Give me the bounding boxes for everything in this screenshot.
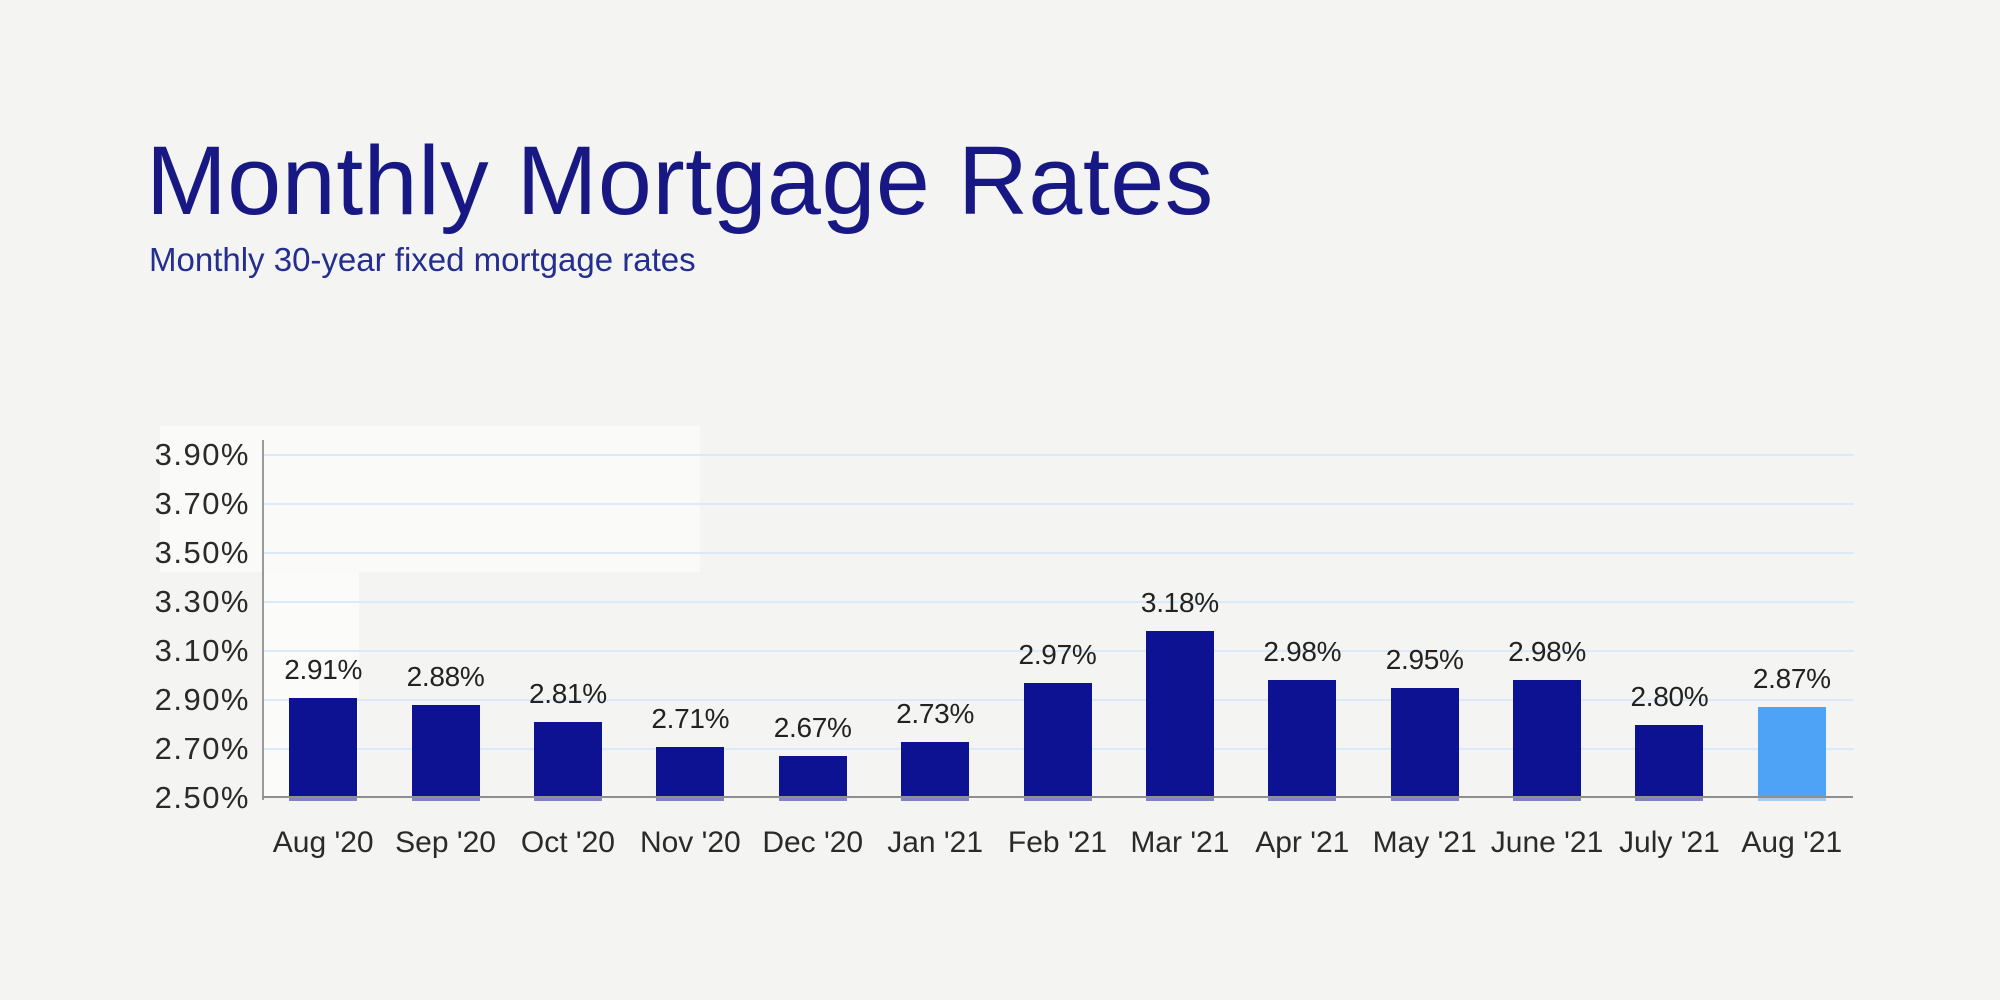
- bar-value-label: 2.97%: [1018, 638, 1097, 670]
- bar-feb-21: [1023, 682, 1092, 798]
- bar-foot: [1023, 798, 1092, 801]
- y-tick-label: 3.90%: [154, 437, 250, 472]
- bar-foot: [656, 798, 725, 801]
- bar-value-label: 2.95%: [1385, 643, 1464, 675]
- bar-foot: [533, 798, 602, 801]
- gridline: [263, 552, 1854, 554]
- y-tick-label: 3.10%: [154, 633, 250, 668]
- bar-value-label: 2.98%: [1263, 636, 1342, 668]
- x-tick-label: Nov '20: [639, 826, 741, 859]
- x-tick-label: Oct '20: [520, 826, 615, 859]
- x-tick-label: Sep '20: [395, 826, 496, 859]
- y-tick-label: 3.70%: [154, 486, 250, 521]
- bar-value-label: 2.71%: [651, 702, 730, 734]
- bar-value-label: 2.87%: [1752, 663, 1831, 695]
- x-tick-label: Jan '21: [887, 826, 984, 859]
- bar-nov-20: [656, 746, 725, 798]
- bar-value-label: 2.73%: [896, 697, 975, 729]
- y-tick-label: 3.30%: [154, 584, 250, 619]
- bar-value-label: 2.80%: [1630, 680, 1709, 712]
- y-tick-label: 3.50%: [154, 535, 250, 570]
- gridline: [263, 601, 1854, 603]
- bar-apr-21: [1268, 680, 1337, 798]
- bar-july-21: [1635, 724, 1704, 798]
- x-tick-label: Aug '21: [1741, 826, 1843, 859]
- gridline: [263, 454, 1854, 456]
- y-axis-line: [262, 440, 264, 800]
- page-title: Monthly Mortgage Rates: [146, 126, 1214, 235]
- y-tick-label: 2.70%: [154, 731, 250, 766]
- x-tick-label: May '21: [1372, 826, 1477, 859]
- bar-oct-20: [533, 722, 602, 798]
- gridline: [263, 503, 1854, 505]
- chart-background-panel-top: [160, 426, 700, 572]
- x-tick-label: Dec '20: [762, 826, 864, 859]
- gridline: [263, 650, 1854, 652]
- bar-mar-21: [1145, 631, 1214, 798]
- bar-jan-21: [901, 741, 970, 798]
- x-tick-label: June '21: [1490, 826, 1604, 859]
- bar-foot: [778, 798, 847, 801]
- bar-june-21: [1513, 680, 1582, 798]
- bar-foot: [901, 798, 970, 801]
- bar-aug-20: [289, 697, 358, 798]
- bar-value-label: 3.18%: [1140, 587, 1219, 619]
- x-tick-label: Feb '21: [1007, 826, 1108, 859]
- bar-value-label: 2.81%: [529, 678, 607, 710]
- x-tick-label: Mar '21: [1130, 826, 1230, 859]
- bar-value-label: 2.98%: [1508, 636, 1586, 668]
- bar-aug-21: [1757, 707, 1826, 798]
- x-tick-label: Aug '20: [272, 826, 374, 859]
- bar-foot: [1268, 798, 1337, 801]
- y-tick-label: 2.90%: [154, 682, 250, 717]
- bar-value-label: 2.88%: [406, 660, 485, 692]
- bar-foot: [1635, 798, 1704, 801]
- bar-dec-20: [778, 756, 847, 798]
- y-tick-label: 2.50%: [154, 780, 250, 815]
- bar-foot: [411, 798, 480, 801]
- bar-foot: [289, 798, 358, 801]
- bar-may-21: [1390, 687, 1459, 798]
- page-subtitle: Monthly 30-year fixed mortgage rates: [149, 241, 696, 278]
- bar-foot: [1513, 798, 1582, 801]
- bar-foot: [1145, 798, 1214, 801]
- bar-foot: [1390, 798, 1459, 801]
- x-tick-label: Apr '21: [1255, 826, 1350, 859]
- bar-foot: [1757, 798, 1826, 801]
- bar-value-label: 2.91%: [284, 653, 363, 685]
- bar-value-label: 2.67%: [773, 712, 852, 744]
- bar-sep-20: [411, 704, 480, 798]
- x-tick-label: July '21: [1619, 826, 1720, 859]
- x-axis-line: [262, 796, 1853, 798]
